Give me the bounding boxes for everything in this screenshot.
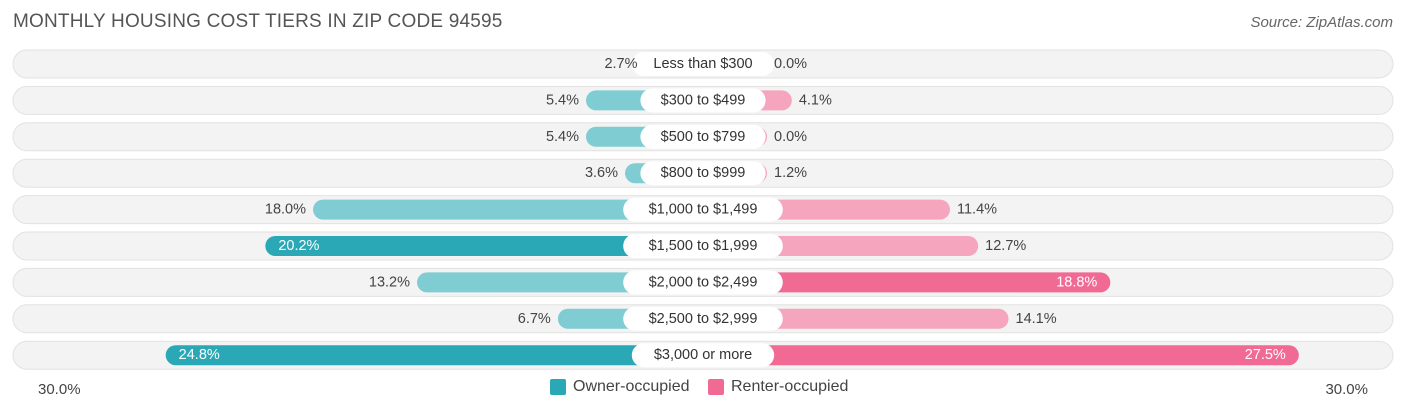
legend-owner-swatch xyxy=(550,379,566,395)
category-label: $3,000 or more xyxy=(654,347,752,363)
renter-value-label: 4.1% xyxy=(799,92,832,108)
owner-bar xyxy=(265,236,703,256)
category-pill xyxy=(631,52,775,76)
owner-bar xyxy=(313,199,703,220)
owner-value-label: 24.8% xyxy=(179,347,220,363)
legend-renter-label: Renter-occupied xyxy=(731,378,849,395)
renter-value-label: 14.1% xyxy=(1016,311,1057,327)
category-pill xyxy=(623,197,783,222)
category-label: $300 to $499 xyxy=(661,92,746,108)
category-label: Less than $300 xyxy=(653,56,752,72)
category-label: $1,000 to $1,499 xyxy=(649,202,758,218)
category-label: $2,500 to $2,999 xyxy=(649,311,758,327)
legend: Owner-occupied Renter-occupied xyxy=(0,378,1406,400)
owner-value-label: 6.7% xyxy=(518,311,551,327)
renter-value-label: 18.8% xyxy=(1056,274,1097,290)
category-pill xyxy=(640,88,766,113)
renter-value-label: 12.7% xyxy=(985,238,1026,254)
category-pill xyxy=(640,124,766,149)
renter-value-label: 1.2% xyxy=(774,165,807,181)
source-note: Source: ZipAtlas.com xyxy=(1250,14,1393,31)
category-label: $1,500 to $1,999 xyxy=(649,238,758,254)
owner-bar xyxy=(165,345,703,366)
owner-value-label: 3.6% xyxy=(585,165,618,181)
legend-owner-label: Owner-occupied xyxy=(573,378,690,395)
renter-value-label: 11.4% xyxy=(957,202,997,218)
owner-value-label: 5.4% xyxy=(546,129,579,145)
renter-value-label: 27.5% xyxy=(1245,347,1286,363)
legend-renter-swatch xyxy=(708,379,724,395)
owner-value-label: 13.2% xyxy=(369,274,410,290)
renter-value-label: 0.0% xyxy=(774,56,807,72)
owner-value-label: 2.7% xyxy=(604,56,637,72)
category-pill xyxy=(623,234,783,258)
owner-value-label: 20.2% xyxy=(278,238,319,254)
legend-renter: Renter-occupied xyxy=(708,378,848,396)
category-label: $2,000 to $2,499 xyxy=(649,274,758,290)
renter-bar xyxy=(703,272,1111,293)
axis-left-label: 30.0% xyxy=(38,381,81,398)
category-pill xyxy=(623,306,783,331)
owner-value-label: 18.0% xyxy=(265,202,306,218)
owner-value-label: 5.4% xyxy=(546,92,579,108)
renter-value-label: 0.0% xyxy=(774,129,807,145)
category-pill xyxy=(631,343,775,368)
legend-owner: Owner-occupied xyxy=(550,378,690,396)
category-label: $800 to $999 xyxy=(661,165,746,181)
chart-title: MONTHLY HOUSING COST TIERS IN ZIP CODE 9… xyxy=(13,11,503,32)
axis-right-label: 30.0% xyxy=(1325,381,1368,398)
category-pill xyxy=(640,161,766,186)
category-label: $500 to $799 xyxy=(661,129,746,145)
category-pill xyxy=(623,270,783,295)
renter-bar xyxy=(703,345,1299,366)
chart-area: Less than $300 2.7% 0.0% $300 to $499 5.4% 4.… xyxy=(12,49,1394,370)
